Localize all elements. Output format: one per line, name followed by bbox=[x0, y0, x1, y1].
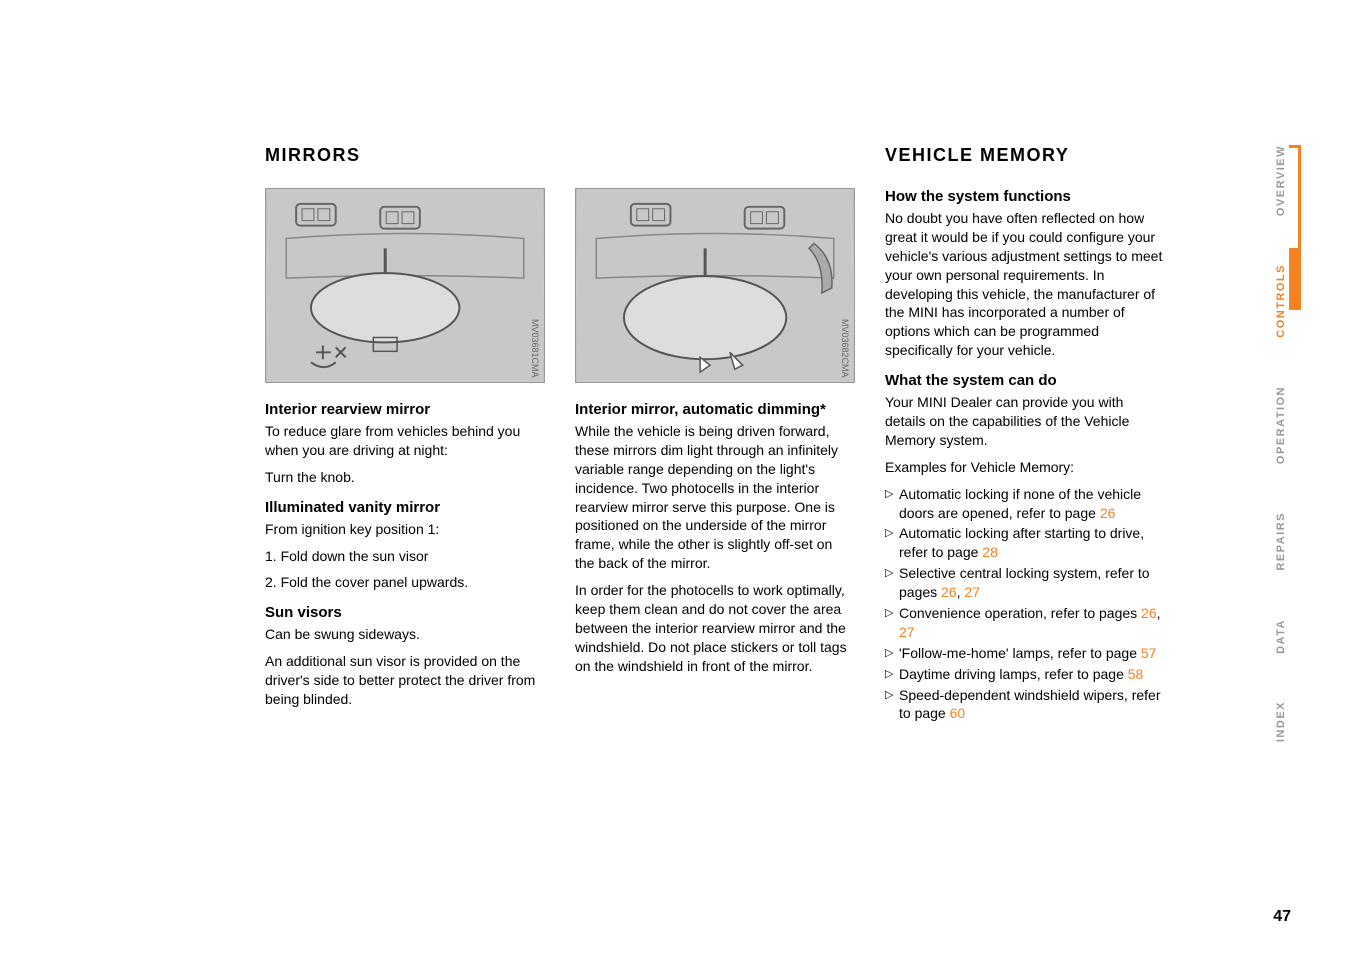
list-item: Convenience operation, refer to pages 26… bbox=[885, 604, 1165, 642]
h2-how-functions: How the system functions bbox=[885, 188, 1165, 205]
image-interior-mirror: MV03681CMA bbox=[265, 188, 545, 383]
body-text: While the vehicle is being driven forwar… bbox=[575, 422, 855, 573]
page-link[interactable]: 58 bbox=[1128, 666, 1144, 682]
tab-operation[interactable]: OPERATION bbox=[1271, 386, 1291, 464]
tab-repairs[interactable]: REPAIRS bbox=[1271, 512, 1291, 571]
list-item: Selective central locking system, refer … bbox=[885, 564, 1165, 602]
h2-sun-visors: Sun visors bbox=[265, 604, 545, 621]
step-1: 1. Fold down the sun visor bbox=[265, 547, 545, 566]
tab-controls[interactable]: CONTROLS bbox=[1271, 264, 1291, 338]
page-link[interactable]: 28 bbox=[982, 544, 998, 560]
tab-overview[interactable]: OVERVIEW bbox=[1271, 145, 1291, 216]
page-link[interactable]: 26 bbox=[941, 584, 957, 600]
page-link[interactable]: 60 bbox=[950, 705, 966, 721]
body-text: From ignition key position 1: bbox=[265, 520, 545, 539]
image-label: MV03681CMA bbox=[530, 319, 540, 378]
body-text: Your MINI Dealer can provide you with de… bbox=[885, 393, 1165, 450]
list-item: Automatic locking after starting to driv… bbox=[885, 524, 1165, 562]
column-2: MV03682CMA Interior mirror, automatic di… bbox=[575, 145, 855, 725]
page-link[interactable]: 27 bbox=[899, 624, 915, 640]
list-item: Daytime driving lamps, refer to page 58 bbox=[885, 665, 1165, 684]
list-item: Speed-dependent windshield wipers, refer… bbox=[885, 686, 1165, 724]
body-text: Can be swung sideways. bbox=[265, 625, 545, 644]
page-link[interactable]: 57 bbox=[1141, 645, 1157, 661]
body-text: Examples for Vehicle Memory: bbox=[885, 458, 1165, 477]
column-1: MIRRORS MV03681CMA Interior rearview mir… bbox=[265, 145, 545, 725]
h2-what-can-do: What the system can do bbox=[885, 372, 1165, 389]
body-text: No doubt you have often reflected on how… bbox=[885, 209, 1165, 360]
h2-auto-dimming: Interior mirror, automatic dimming* bbox=[575, 401, 855, 418]
page-number: 47 bbox=[1273, 908, 1291, 926]
page-link[interactable]: 26 bbox=[1141, 605, 1157, 621]
heading-vehicle-memory: VEHICLE MEMORY bbox=[885, 145, 1165, 166]
body-text: To reduce glare from vehicles behind you… bbox=[265, 422, 545, 460]
page-link[interactable]: 26 bbox=[1100, 505, 1116, 521]
heading-spacer bbox=[575, 145, 855, 166]
step-2: 2. Fold the cover panel upwards. bbox=[265, 573, 545, 592]
heading-mirrors: MIRRORS bbox=[265, 145, 545, 166]
vehicle-memory-list: Automatic locking if none of the vehicle… bbox=[885, 485, 1165, 724]
mirror-auto-dim-icon bbox=[576, 189, 854, 382]
body-text: An additional sun visor is provided on t… bbox=[265, 652, 545, 709]
side-nav-tabs: OVERVIEW CONTROLS OPERATION REPAIRS DATA… bbox=[1271, 145, 1291, 743]
body-text: In order for the photocells to work opti… bbox=[575, 581, 855, 675]
column-3: VEHICLE MEMORY How the system functions … bbox=[885, 145, 1165, 725]
page-link[interactable]: 27 bbox=[964, 584, 980, 600]
tab-index[interactable]: INDEX bbox=[1271, 701, 1291, 742]
list-item: 'Follow-me-home' lamps, refer to page 57 bbox=[885, 644, 1165, 663]
image-label: MV03682CMA bbox=[840, 319, 850, 378]
h2-illuminated-vanity: Illuminated vanity mirror bbox=[265, 499, 545, 516]
mirror-illustration-icon bbox=[266, 189, 544, 382]
body-text: Turn the knob. bbox=[265, 468, 545, 487]
list-item: Automatic locking if none of the vehicle… bbox=[885, 485, 1165, 523]
image-auto-dimming-mirror: MV03682CMA bbox=[575, 188, 855, 383]
h2-interior-rearview: Interior rearview mirror bbox=[265, 401, 545, 418]
tab-data[interactable]: DATA bbox=[1271, 619, 1291, 654]
